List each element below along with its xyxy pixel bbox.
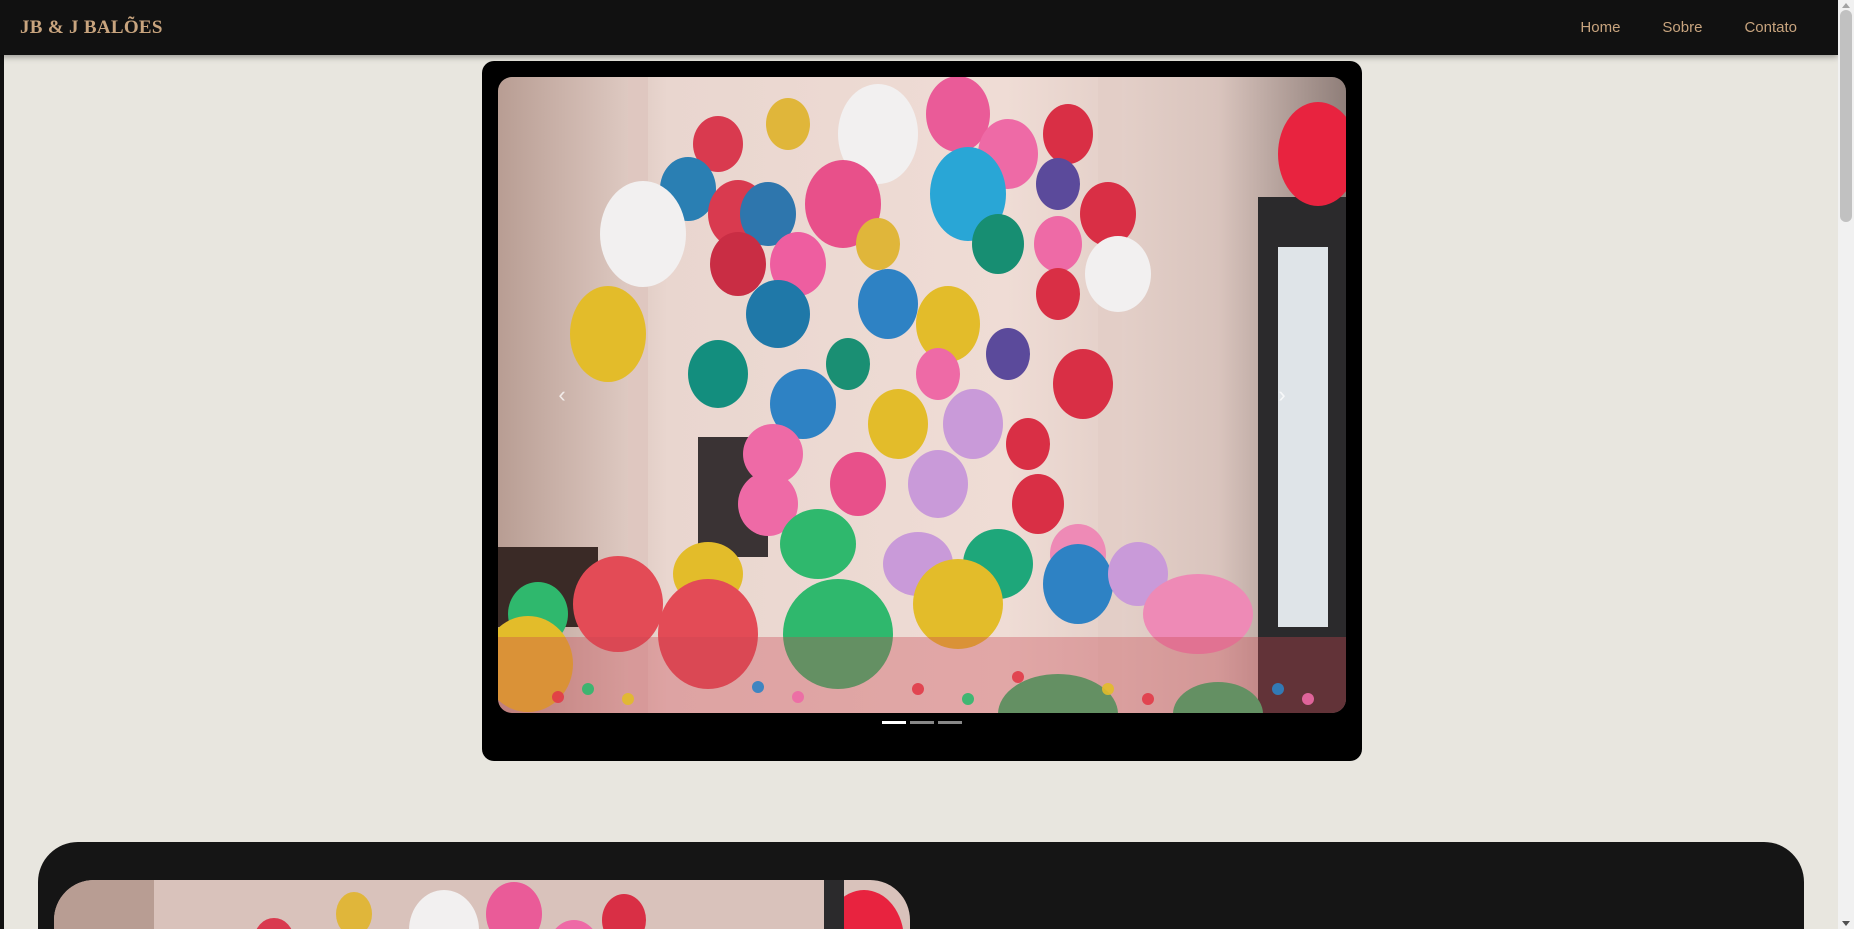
nav-link-contato[interactable]: Contato: [1744, 19, 1797, 36]
balloon-room-image: [498, 77, 1346, 713]
nav-link-sobre[interactable]: Sobre: [1662, 19, 1703, 36]
nav-link-home[interactable]: Home: [1580, 19, 1621, 36]
carousel-slide-image: ‹ ›: [498, 77, 1346, 713]
ball-pit: [552, 671, 1314, 705]
carousel: ‹ ›: [482, 61, 1362, 761]
scroll-up-icon[interactable]: [1842, 3, 1850, 8]
top-navbar: JB & J BALÕES Home Sobre Contato: [0, 0, 1838, 55]
carousel-indicator-3[interactable]: [938, 721, 962, 724]
balloon-room-image-small: [54, 880, 910, 929]
page-left-edge: [0, 0, 4, 929]
page-scrollbar[interactable]: [1838, 0, 1854, 929]
balloons: [498, 77, 1346, 713]
scroll-down-icon[interactable]: [1842, 921, 1850, 926]
brand-logo[interactable]: JB & J BALÕES: [20, 16, 163, 38]
nav-links: Home Sobre Contato: [1559, 0, 1818, 55]
chevron-left-icon[interactable]: ‹: [558, 382, 566, 407]
chevron-right-icon[interactable]: ›: [1278, 382, 1286, 407]
carousel-indicators: [482, 721, 1362, 724]
scrollbar-thumb[interactable]: [1840, 10, 1852, 222]
about-section-image: [54, 880, 910, 929]
carousel-indicator-2[interactable]: [910, 721, 934, 724]
carousel-indicator-1[interactable]: [882, 721, 906, 724]
about-section-card: [38, 842, 1804, 929]
